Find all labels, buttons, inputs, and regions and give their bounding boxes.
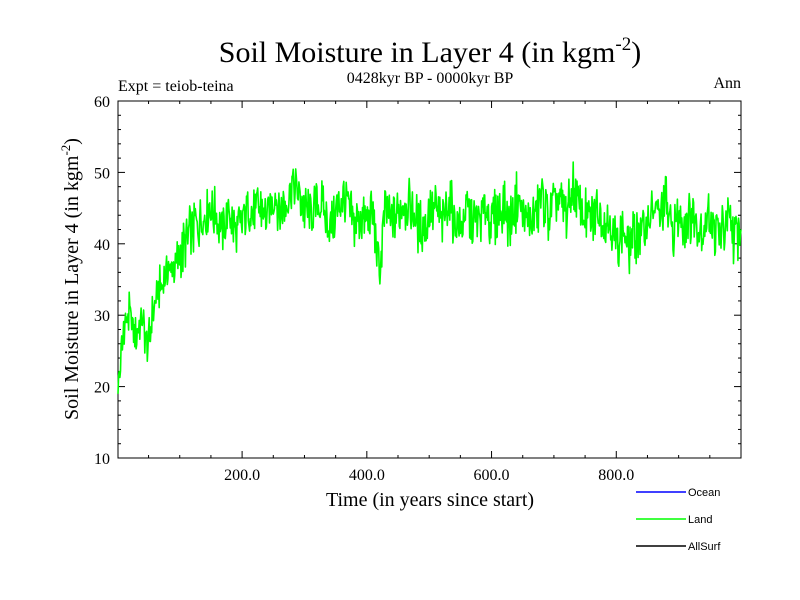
legend-label-land: Land — [688, 514, 712, 526]
experiment-label: Expt = teiob-teina — [118, 78, 234, 95]
plot-frame — [117, 100, 742, 459]
x-tick-label: 800.0 — [598, 467, 634, 484]
legend-label-ocean: Ocean — [688, 487, 720, 499]
x-tick-label: 400.0 — [349, 467, 385, 484]
series-group — [117, 161, 742, 394]
chart-title: Soil Moisture in Layer 4 (in kgm-2) — [219, 34, 641, 69]
x-tick-label: 600.0 — [474, 467, 510, 484]
y-tick-label: 60 — [94, 94, 110, 111]
x-axis: 200.0 400.0 600.0 800.0 — [148, 101, 711, 484]
y-tick-label: 50 — [94, 165, 110, 182]
chart-subtitle: 0428kyr BP - 0000kyr BP — [347, 70, 514, 87]
series-line-land — [117, 161, 742, 394]
legend: Ocean Land AllSurf — [636, 487, 721, 553]
x-tick-label: 200.0 — [224, 467, 260, 484]
y-axis: 10 20 30 40 50 60 — [94, 94, 741, 468]
legend-label-allsurf: AllSurf — [688, 541, 721, 553]
y-tick-label: 40 — [94, 237, 110, 254]
season-label: Ann — [713, 75, 741, 92]
y-tick-label: 10 — [94, 451, 110, 468]
y-axis-label: Soil Moisture in Layer 4 (in kgm-2) — [58, 138, 83, 420]
x-axis-label: Time (in years since start) — [326, 489, 534, 511]
y-tick-label: 30 — [94, 308, 110, 325]
y-tick-label: 20 — [94, 380, 110, 397]
